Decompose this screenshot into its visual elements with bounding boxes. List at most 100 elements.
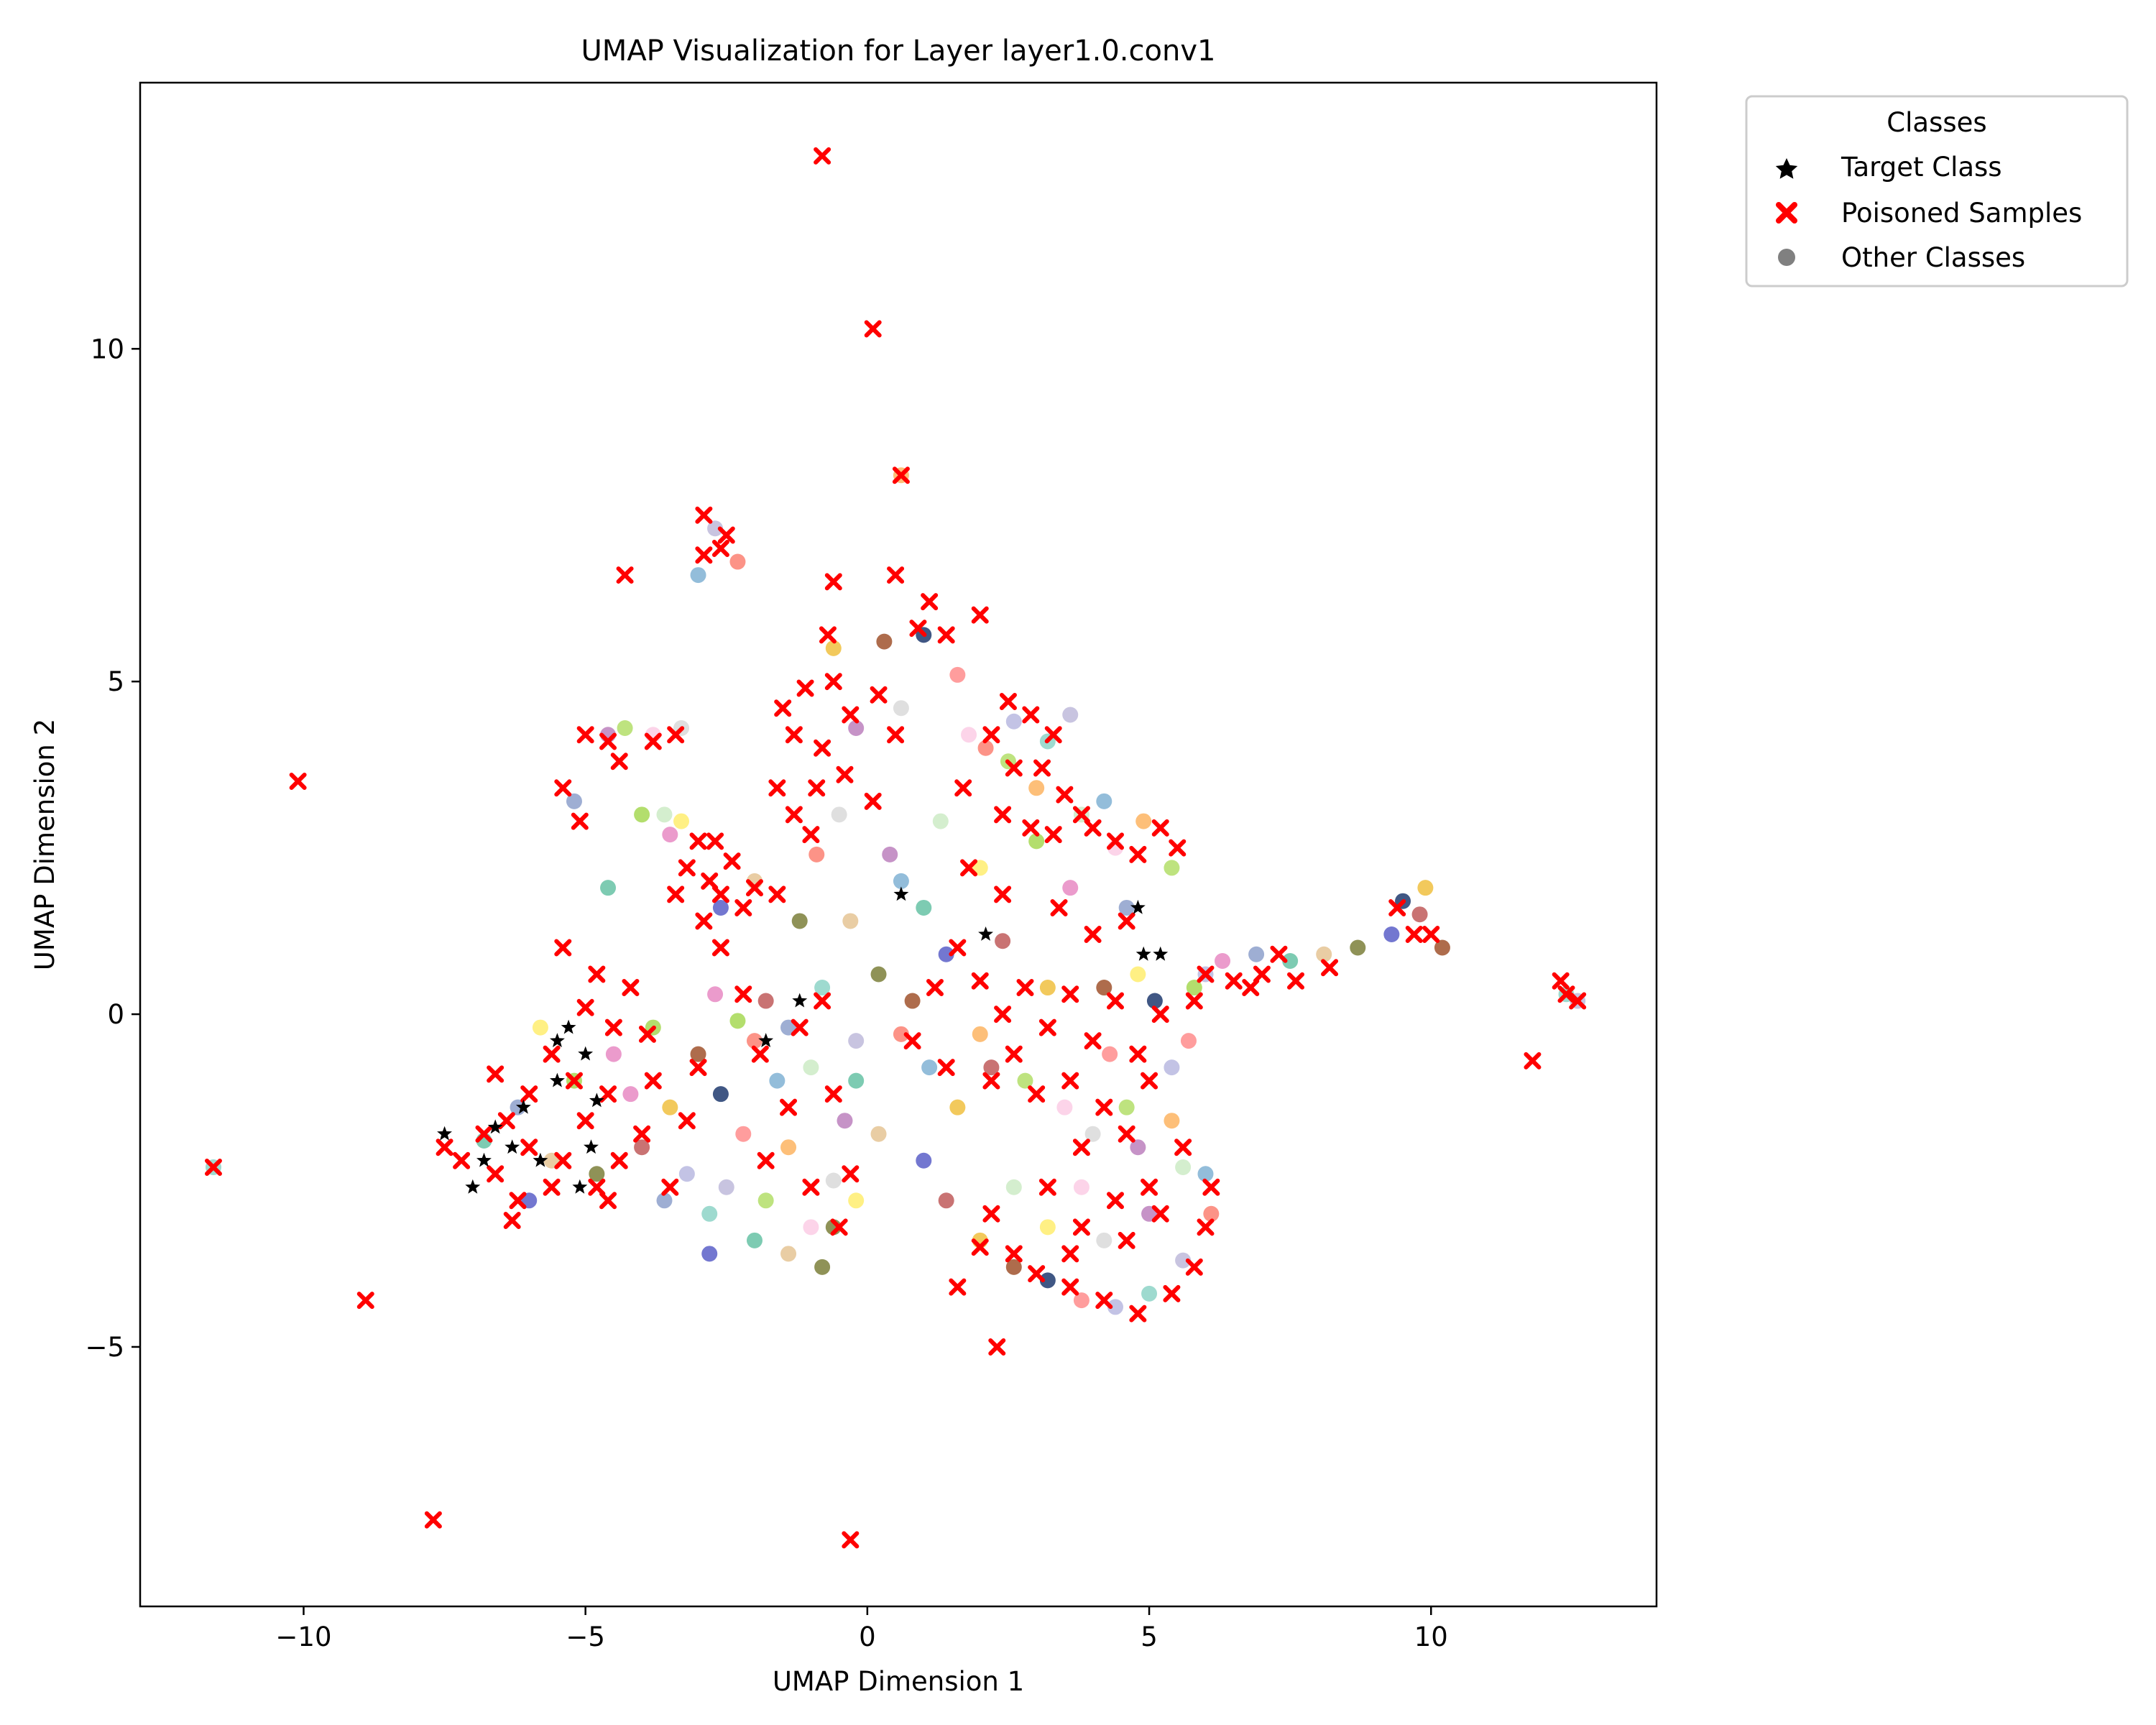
y-tick-label: 10 [91,334,124,364]
target-class-point [589,1092,604,1108]
poisoned-sample-point [1072,1218,1090,1236]
other-class-point [746,1033,763,1049]
other-class-point [1203,1205,1220,1222]
other-class-point [701,1246,718,1262]
other-class-point [1164,1113,1180,1129]
poisoned-sample-point [1197,1218,1215,1236]
poisoned-sample-point [842,1531,860,1549]
poisoned-sample-point [576,1112,594,1130]
other-class-point [701,1205,718,1222]
x-tick-label: −5 [566,1622,605,1652]
legend-entry-poisoned-samples: Poisoned Samples [1776,198,2082,229]
poisoned-sample-point [1072,1138,1090,1156]
other-class-point [1215,953,1231,970]
poisoned-sample-point [982,1205,1000,1223]
poisoned-sample-point [1242,979,1260,997]
other-class-point [1118,1099,1135,1116]
other-class-point [893,700,909,717]
poisoned-sample-point [937,1059,955,1077]
poisoned-sample-point [588,965,606,983]
other-class-point [961,727,977,743]
other-class-point [1130,966,1146,983]
poisoned-sample-point [1095,1292,1113,1310]
other-class-point [634,1139,650,1156]
poisoned-sample-point [1005,1045,1023,1063]
circle-marker-icon [1778,249,1795,266]
other-class-point [825,1172,842,1189]
poisoned-sample-point [999,692,1017,710]
poisoned-sample-point [1321,959,1339,977]
other-class-point [1141,1285,1158,1302]
other-class-point [1005,1179,1022,1195]
x-axis-ticks: −10 −5 0 5 10 [275,1606,1448,1652]
x-tick-label: −10 [275,1622,331,1652]
poisoned-sample-point [864,320,882,338]
other-class-point [1073,1179,1089,1195]
other-class-point [848,1072,865,1089]
poisoned-sample-point [695,506,713,524]
poisoned-sample-point [576,998,594,1016]
other-class-point [1028,833,1045,850]
poisoned-sample-point [1141,1178,1158,1196]
other-class-point [729,1013,746,1029]
y-tick-label: 0 [107,999,124,1030]
other-class-point [656,806,673,823]
poisoned-sample-point [1072,806,1090,824]
other-class-point [1130,1139,1146,1156]
poisoned-sample-point [487,1065,505,1083]
target-class-point [578,1046,594,1061]
poisoned-sample-point [588,1178,606,1196]
other-class-point [1282,953,1299,970]
poisoned-sample-point [971,1238,989,1256]
other-class-point [949,1099,966,1116]
poisoned-sample-point [475,1125,493,1143]
poisoned-sample-point [1552,972,1570,990]
legend-label-poisoned-samples: Poisoned Samples [1841,198,2082,229]
poisoned-sample-point [667,886,685,903]
other-class-point [1175,1252,1192,1269]
other-class-point [1164,1059,1180,1076]
other-class-point [1039,980,1056,996]
y-axis-label: UMAP Dimension 2 [29,719,60,970]
poisoned-sample-point [824,1085,842,1103]
x-marker-icon [1776,202,1797,224]
target-class-point [1130,899,1146,914]
other-class-point [780,1139,797,1156]
poisoned-sample-point [689,1059,707,1077]
poisoned-sample-point [1022,706,1040,724]
poisoned-sample-point [971,972,989,990]
poisoned-sample-point [802,826,820,844]
poisoned-sample-point [1095,1098,1113,1116]
other-class-point [921,1059,938,1076]
poisoned-sample-point [994,806,1012,824]
poisoned-sample-point [887,566,905,584]
poisoned-sample-point [604,1018,622,1036]
poisoned-sample-point [1202,1178,1220,1196]
other-class-point [1180,1033,1197,1049]
other-class-point [848,1192,865,1209]
other-class-point [803,1059,819,1076]
poisoned-sample-point [1106,992,1124,1010]
other-class-point [1102,1046,1118,1062]
poisoned-sample-point [842,706,860,724]
poisoned-sample-point [745,879,763,897]
other-class-point [1411,906,1428,923]
other-class-point [972,860,988,876]
other-class-point [690,1046,706,1062]
other-class-point [566,793,582,809]
poisoned-sample-point [1061,985,1079,1003]
poisoned-sample-point [757,1151,775,1169]
other-class-point [1118,899,1135,916]
poisoned-sample-point [1129,1045,1147,1063]
plot-frame [139,81,1658,1608]
poisoned-sample-point [599,1192,617,1210]
poisoned-sample-point [1028,1085,1046,1103]
chart-title: UMAP Visualization for Layer layer1.0.co… [581,34,1216,68]
other-class-point [814,980,831,996]
other-class-point [1186,980,1202,996]
poisoned-sample-point [791,1018,808,1036]
poisoned-sample-point [717,526,735,544]
poisoned-sample-point [503,1212,521,1230]
poisoned-sample-point [988,1338,1006,1356]
poisoned-sample-point [785,726,803,744]
